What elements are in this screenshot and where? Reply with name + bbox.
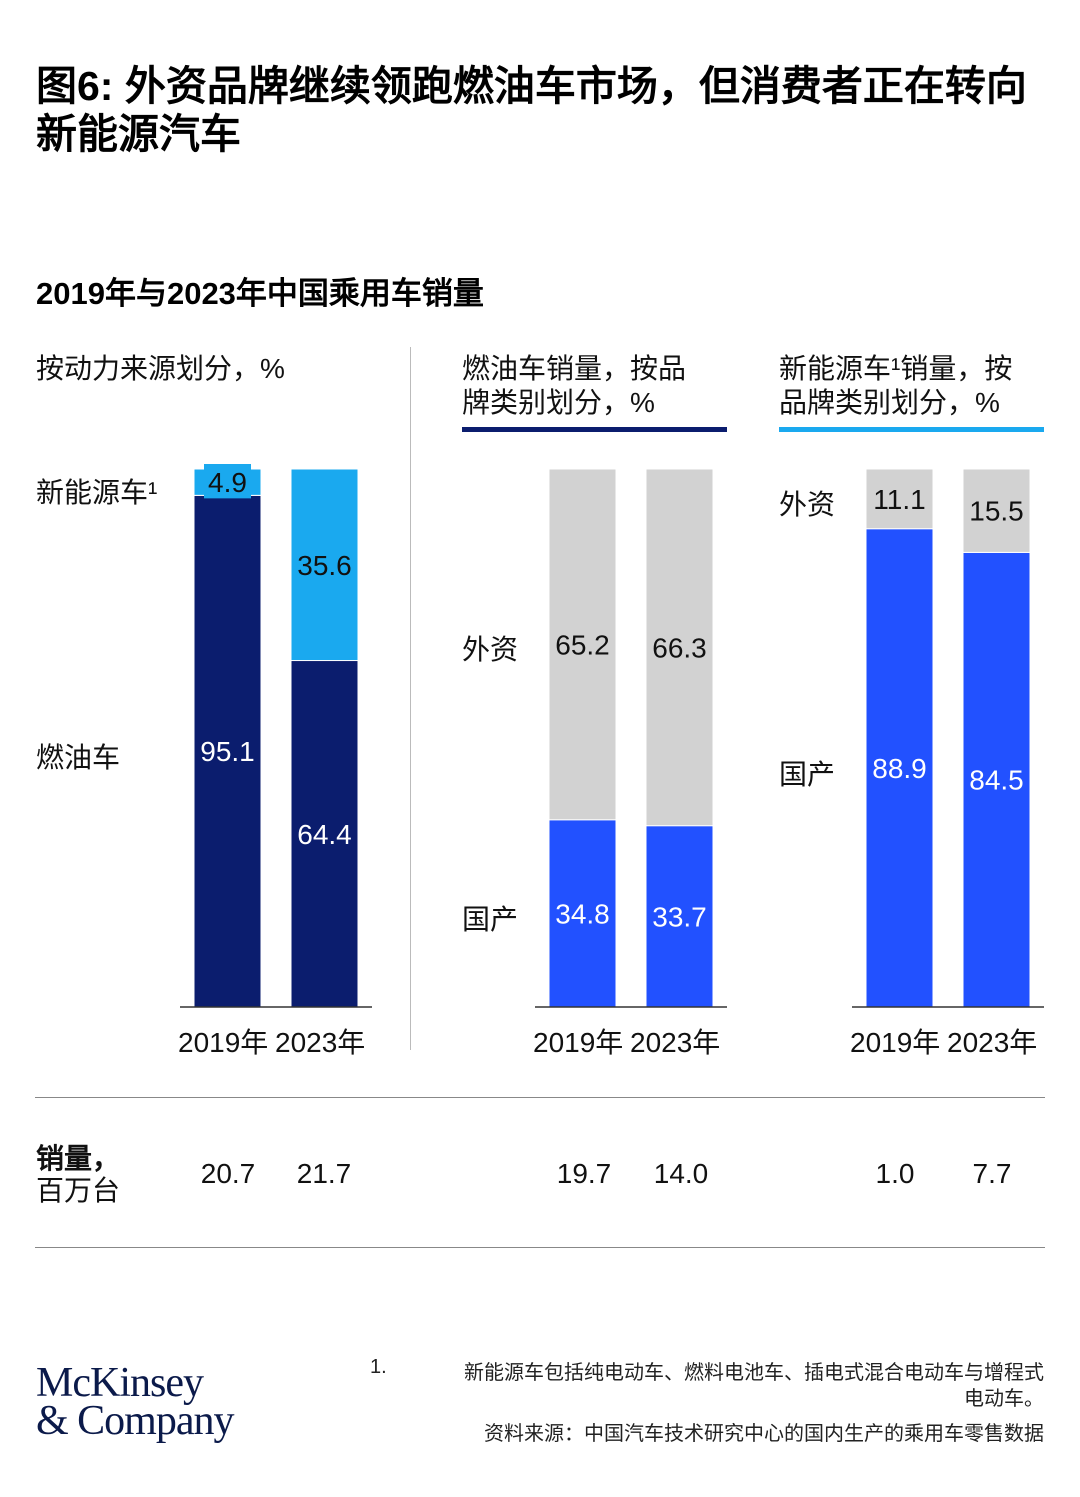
bar-segment [962, 468, 1031, 553]
page-title: 图6: 外资品牌继续领跑燃油车市场，但消费者正在转向新能源汽车 [36, 63, 1027, 157]
bar-segment [645, 468, 714, 827]
label-background [204, 464, 251, 499]
panel3-header-line2: 品牌类别划分，% [779, 387, 1000, 418]
source-note: 资料来源：中国汽车技术研究中心的国内生产的乘用车零售数据 [484, 1423, 1044, 1445]
label-ice: 燃油车 [36, 742, 121, 773]
panel2-header: 燃油车销量，按品 牌类别划分，% [462, 352, 686, 420]
data-label: 35.6 [297, 550, 352, 581]
sales-label: 销量， 百万台 [36, 1143, 120, 1207]
chart-subtitle: 2019年与2023年中国乘用车销量 [36, 276, 484, 311]
data-label: 15.5 [969, 496, 1024, 527]
bar-segment [290, 660, 359, 1008]
sales-value: 20.7 [200, 1158, 256, 1189]
data-label: 4.9 [208, 467, 247, 498]
divider-top [35, 1097, 1045, 1098]
sales-label-line1: 销量， [36, 1143, 121, 1174]
footnote-number: 1. [370, 1356, 387, 1378]
divider-bottom [35, 1247, 1045, 1248]
bar-segment [962, 551, 1031, 1008]
label-nev: 新能源车¹ [36, 477, 158, 508]
data-label: 64.4 [297, 819, 352, 850]
label-domestic-ice: 国产 [462, 904, 519, 935]
sales-label-line2: 百万台 [36, 1175, 121, 1206]
panel-divider [410, 347, 411, 1050]
panel2-year-2019: 2019年 [533, 1027, 624, 1058]
bar-segment [193, 494, 262, 1008]
bar-segment [548, 819, 617, 1008]
panel2-header-underline [462, 427, 727, 432]
panel3-header: 新能源车¹销量，按 品牌类别划分，% [779, 352, 1012, 420]
data-label: 84.5 [969, 765, 1024, 796]
data-label: 34.8 [555, 898, 610, 929]
data-label: 88.9 [872, 753, 927, 784]
panel3-year-2023: 2023年 [947, 1027, 1038, 1058]
panel2-header-line2: 牌类别划分，% [462, 387, 655, 418]
panel1-header: 按动力来源划分，% [36, 353, 285, 384]
sales-value: 7.7 [972, 1158, 1012, 1189]
panel3-year-2019: 2019年 [850, 1027, 941, 1058]
panel3-header-line1: 新能源车¹销量，按 [779, 353, 1013, 384]
bar-segment [193, 468, 262, 496]
sales-value: 21.7 [296, 1158, 352, 1189]
bar-segment [290, 468, 359, 662]
panel2-year-2023: 2023年 [630, 1027, 721, 1058]
bar-segment [865, 468, 934, 530]
data-label: 65.2 [555, 629, 610, 660]
footnote-line2: 电动车。 [964, 1388, 1044, 1410]
data-label: 66.3 [652, 632, 707, 663]
sales-value: 1.0 [875, 1158, 915, 1189]
label-foreign-ice: 外资 [462, 634, 519, 665]
label-domestic-nev: 国产 [779, 759, 836, 790]
logo-line1: McKinsey [36, 1360, 204, 1406]
label-foreign-nev: 外资 [779, 489, 836, 520]
mckinsey-logo: McKinsey & Company [36, 1362, 234, 1442]
logo-line2: & Company [36, 1398, 234, 1444]
data-label: 11.1 [873, 484, 925, 515]
bar-segment [645, 825, 714, 1008]
sales-value: 19.7 [556, 1158, 612, 1189]
bar-segment [865, 528, 934, 1008]
data-label: 33.7 [652, 901, 707, 932]
panel2-header-line1: 燃油车销量，按品 [462, 353, 687, 384]
sales-value: 14.0 [653, 1158, 709, 1189]
panel3-header-underline [779, 427, 1044, 432]
panel1-year-2023: 2023年 [275, 1027, 366, 1058]
bar-segment [548, 468, 617, 821]
panel1-year-2019: 2019年 [178, 1027, 269, 1058]
data-label: 95.1 [200, 736, 255, 767]
footnote-line1: 新能源车包括纯电动车、燃料电池车、插电式混合电动车与增程式 [464, 1362, 1044, 1384]
